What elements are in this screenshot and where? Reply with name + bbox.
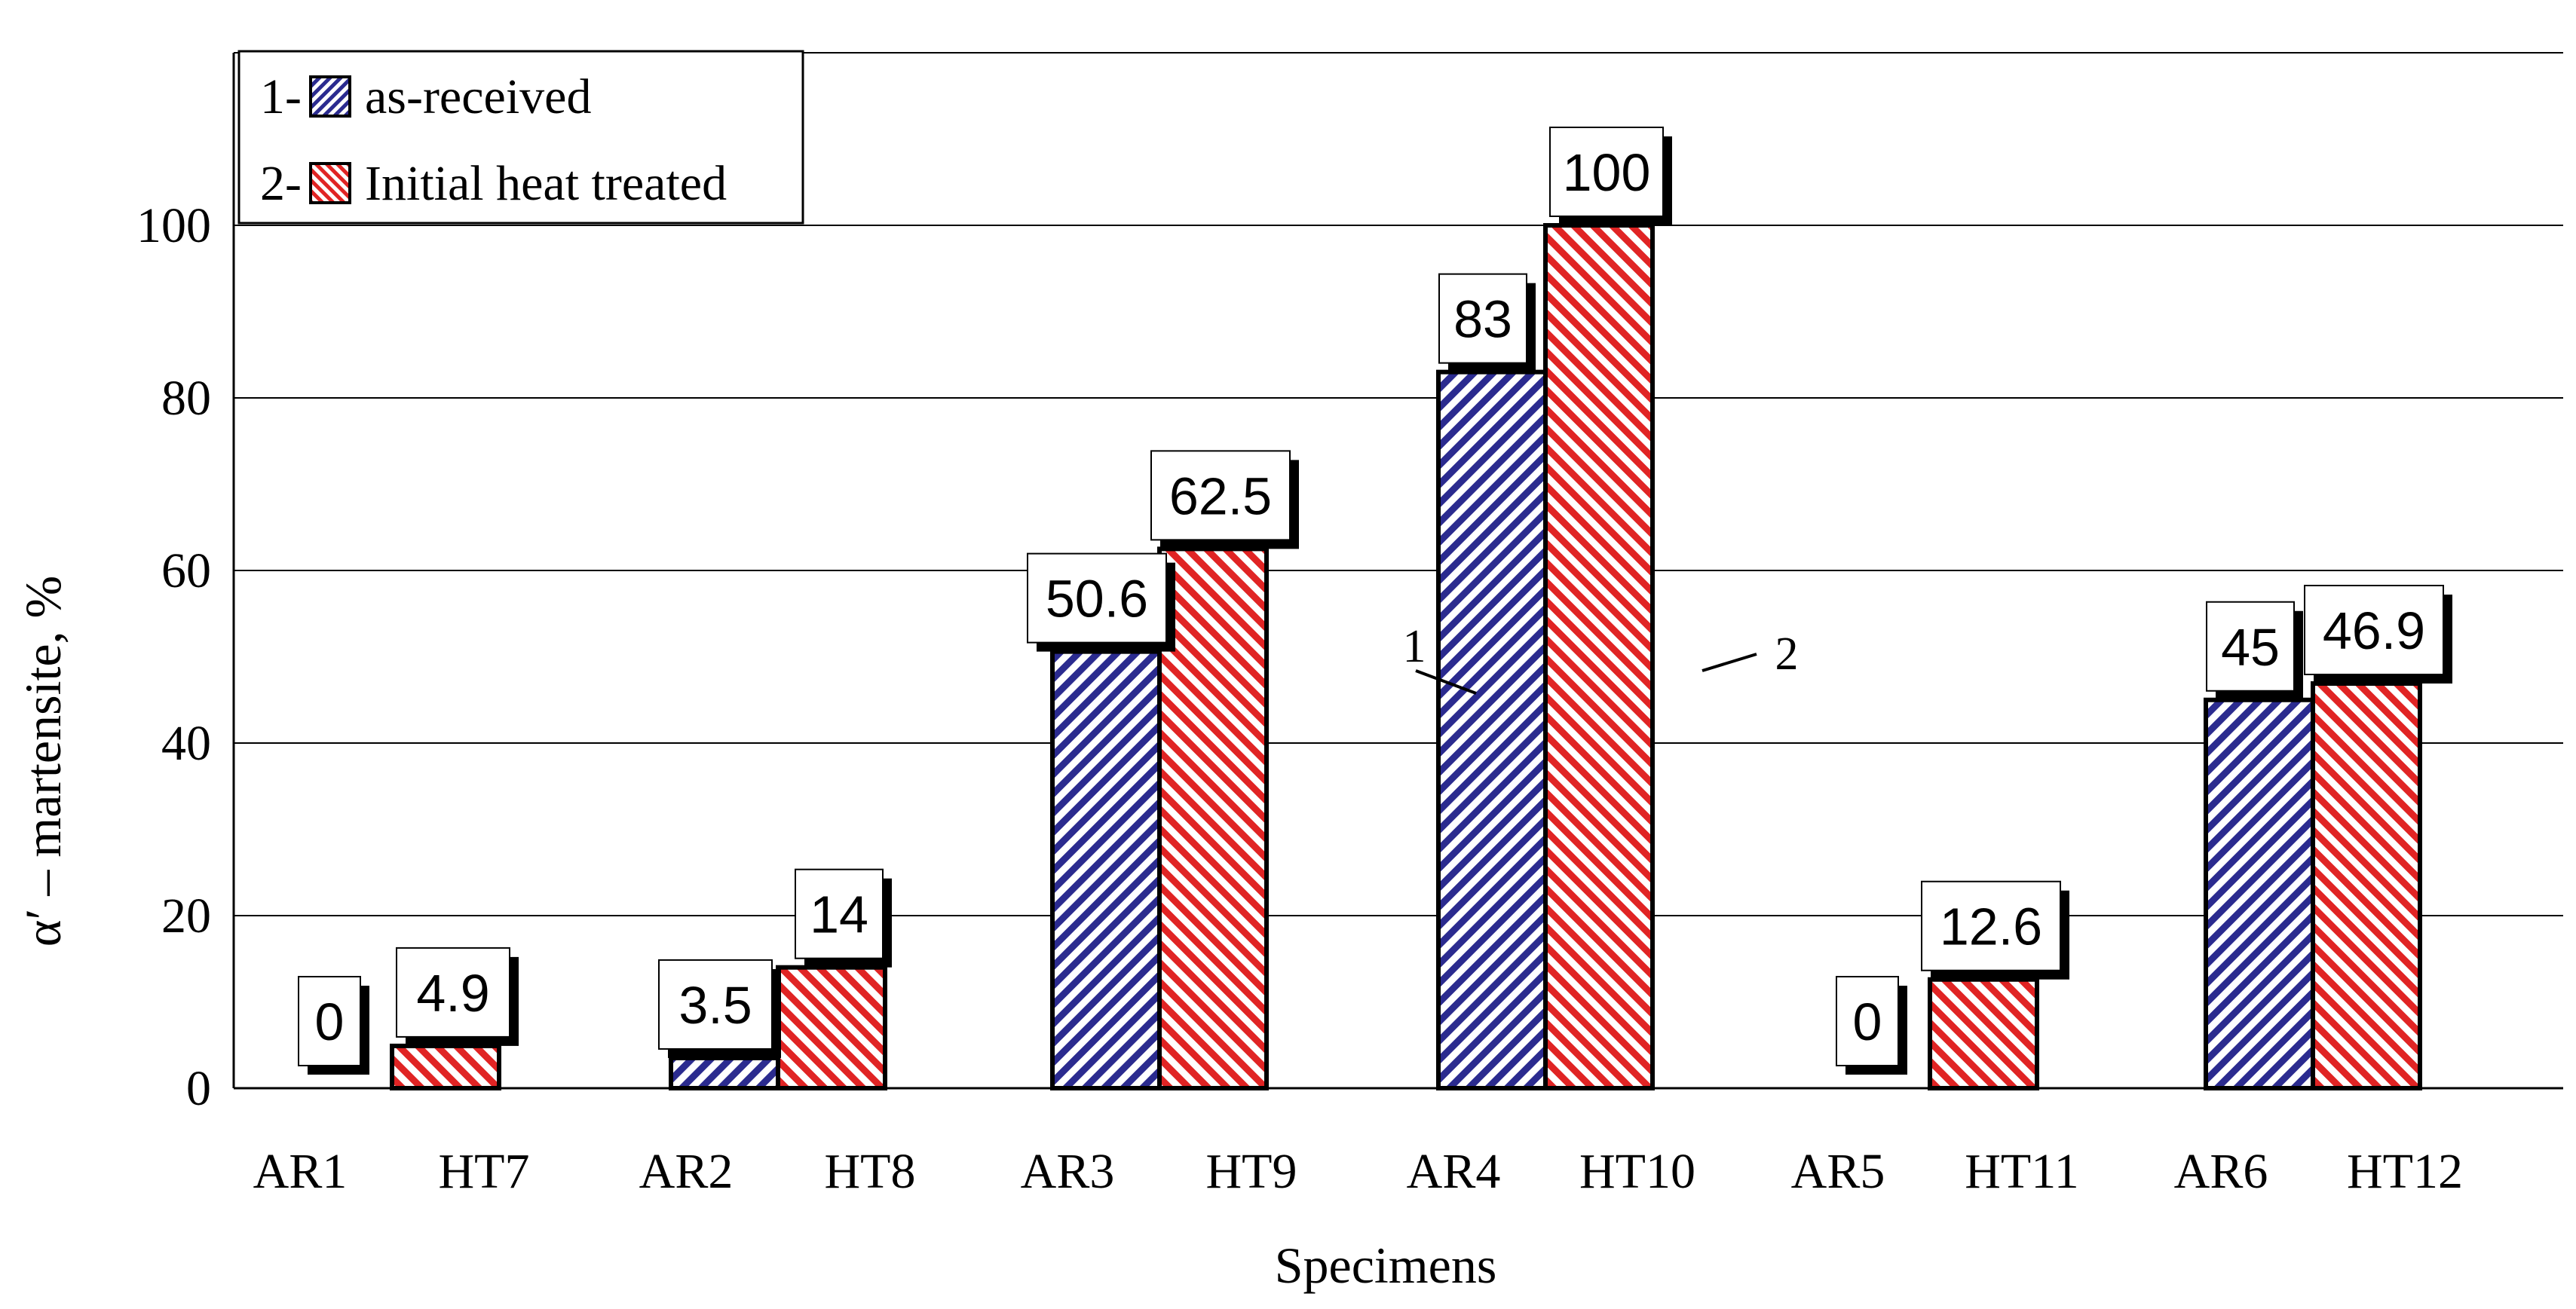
data-label-text: 62.5 [1169,466,1272,525]
x-tick-label-ar2: AR2 [639,1144,734,1199]
data-label-text: 14 [810,885,868,944]
legend-prefix-1: 1- [260,69,302,124]
data-label-box [2206,601,2295,692]
x-tick-label-ar3: AR3 [1021,1144,1115,1199]
data-label-ht10: 100 [1549,127,1672,225]
data-label-box [1549,127,1664,217]
data-label-ar4: 83 [1438,273,1536,372]
data-label-ar6: 45 [2206,601,2303,700]
x-tick-label-ar4: AR4 [1407,1144,1501,1199]
bar-ar4 [1436,369,1548,1090]
y-tick-label: 20 [161,888,211,944]
bar-ht10 [1543,223,1655,1090]
x-tick-label-ar6: AR6 [2174,1144,2268,1199]
data-label-ht9: 62.5 [1150,450,1299,549]
data-label-text: 12.6 [1940,898,2042,956]
marker-2-label: 2 [1775,629,1799,680]
series-marker-2: 2 [1702,629,1799,680]
x-axis-label: Specimens [1275,1237,1497,1294]
data-label-ht7: 4.9 [396,947,519,1046]
x-tick-label-ar1: AR1 [253,1144,348,1199]
x-tick-label-ht12: HT12 [2347,1144,2463,1199]
x-tick-label-ht8: HT8 [825,1144,916,1199]
data-label-box [298,976,361,1066]
x-tick-label-ht11: HT11 [1965,1144,2079,1199]
bar-ht8 [776,965,887,1090]
data-label-text: 3.5 [678,976,752,1035]
y-tick-label: 60 [161,543,211,598]
data-label-text: 0 [315,992,345,1051]
data-label-box [795,868,884,959]
data-label-ht8: 14 [795,868,892,968]
legend-swatch-blue [309,75,351,118]
bar-ht12 [2311,680,2422,1090]
data-label-text: 0 [1853,992,1882,1051]
bar-ar2 [669,1055,780,1091]
marker-2-leader [1702,653,1757,672]
bar-ar3 [1050,649,1162,1090]
legend-label-as-received: as-received [365,69,591,124]
data-label-box [1027,552,1167,644]
legend-item-heat-treated: 2- Initial heat treated [260,156,727,211]
y-tick-label: 0 [186,1061,211,1116]
series-marker-1: 1 [1403,621,1477,695]
data-label-box [1438,273,1527,364]
legend-prefix-2: 2- [260,156,302,211]
data-label-text: 100 [1563,143,1651,202]
data-label-text: 83 [1453,290,1512,349]
data-label-box [1150,450,1291,541]
data-label-ar3: 50.6 [1027,552,1175,652]
data-label-text: 45 [2221,618,2280,677]
x-tick-label-ht10: HT10 [1579,1144,1695,1199]
data-label-text: 50.6 [1046,570,1148,629]
legend-label-heat-treated: Initial heat treated [365,156,727,211]
bar-ht7 [390,1043,501,1091]
y-tick-label: 100 [136,198,211,253]
marker-1-leader [1415,669,1477,695]
marker-1-label: 1 [1403,621,1426,672]
y-tick-label: 80 [161,371,211,426]
x-tick-label-ar5: AR5 [1791,1144,1885,1199]
data-label-box [2304,584,2444,675]
bar-ar6 [2204,697,2315,1090]
x-tick-label-ht9: HT9 [1206,1144,1297,1199]
data-label-box [1836,976,1899,1066]
y-tick-label: 40 [161,716,211,771]
data-label-ht11: 12.6 [1921,880,2069,980]
x-tick-label-ht7: HT7 [439,1144,530,1199]
data-label-box [658,959,773,1050]
legend-item-as-received: 1- as-received [260,69,591,124]
axes [232,53,2563,1090]
data-label-text: 4.9 [416,964,489,1023]
bar-ht9 [1157,546,1269,1090]
data-label-box [396,947,510,1038]
data-label-ar1: 0 [298,976,369,1075]
legend: 1- as-received 2- Initial heat treated [237,50,804,225]
bar-ht11 [1928,977,2039,1090]
y-axis-label: α′ – martensite, % [14,576,72,947]
data-labels: 0 4.9 3.5 14 50.6 62.5 83 100 0 12.6 45 46.9 [298,127,2452,1075]
data-label-text: 46.9 [2323,601,2425,660]
data-label-ar5: 0 [1836,976,1907,1075]
data-label-ht12: 46.9 [2304,584,2452,684]
data-label-box [1921,880,2061,971]
data-label-ar2: 3.5 [658,959,781,1058]
legend-swatch-red [309,162,351,204]
